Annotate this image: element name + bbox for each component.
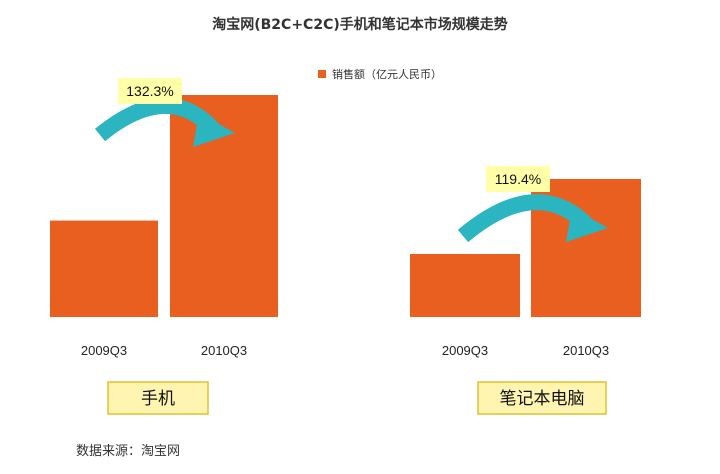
growth-callout-label: 119.4% [495, 171, 541, 187]
chart-title: 淘宝网(B2C+C2C)手机和笔记本市场规模走势 [212, 17, 508, 33]
group-label-box [107, 381, 209, 415]
growth-arrow-head [566, 208, 608, 242]
growth-callout-box [118, 78, 182, 104]
legend-label: 销售额（亿元人民币） [332, 68, 442, 81]
legend: 销售额（亿元人民币） [318, 66, 442, 82]
tick-label-2010Q3: 2010Q3 [563, 343, 609, 358]
legend-swatch [318, 70, 326, 78]
bar-2009Q3 [50, 220, 158, 317]
tick-label-2009Q3: 2009Q3 [442, 343, 488, 358]
group-label: 手机 [141, 389, 175, 409]
bar-2009Q3 [410, 254, 520, 317]
growth-callout-label: 132.3% [126, 83, 173, 99]
growth-callout-box [486, 166, 550, 192]
tick-label-2010Q3: 2010Q3 [201, 343, 247, 358]
data-source: 数据来源：淘宝网 [76, 444, 181, 459]
group-label-box [477, 381, 607, 415]
group-label: 笔记本电脑 [500, 389, 585, 409]
growth-arrow-head [193, 113, 235, 147]
tick-label-2009Q3: 2009Q3 [81, 343, 127, 358]
